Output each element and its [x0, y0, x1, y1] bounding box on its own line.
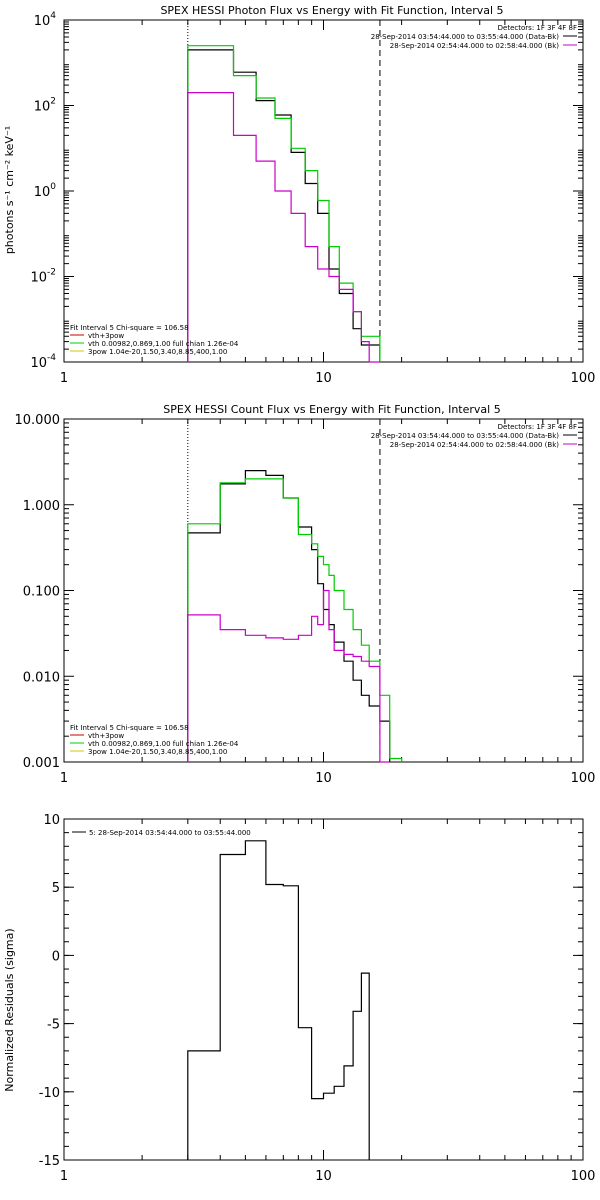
photon-y-tick-label: 102: [34, 97, 56, 115]
count-flux-plot-area: 1 10 100 0.001 0.010 0.100 1.000 10.000 Detector…: [15, 413, 596, 786]
resid-y-tick-label: 0: [52, 949, 60, 964]
resid-y-tick-label: -5: [47, 1018, 60, 1033]
count-flux-title: SPEX HESSI Count Flux vs Energy with Fit…: [163, 403, 500, 416]
photon-x-tick-label: 10: [315, 371, 332, 386]
count-fit-legend-entry: vth 0.00982,0.869,1.00 full chian 1.26e-…: [88, 740, 239, 748]
count-x-tick-label: 10: [315, 771, 332, 786]
resid-x-tick-label: 10: [315, 1169, 332, 1184]
count-flux-panel: SPEX HESSI Count Flux vs Energy with Fit…: [15, 403, 596, 786]
count-y-tick-label: 0.100: [23, 585, 60, 600]
resid-y-tick-label: 10: [43, 813, 60, 828]
count-y-tick-label: 1.000: [23, 499, 60, 514]
residuals-ylabel: Normalized Residuals (sigma): [3, 928, 16, 1091]
photon-y-tick-label: 104: [34, 11, 57, 29]
photon-legend-title: Detectors: 1F 3F 4F 8F: [498, 24, 577, 32]
residuals-panel: Normalized Residuals (sigma) 1 10 100-15-1…: [3, 813, 595, 1184]
photon-flux-plot-area: 1 10 100 10-4 10-2 100 102 104 Detectors: 1F 3F …: [30, 11, 595, 386]
count-legend-entry: 28-Sep-2014 02:54:44.000 to 02:58:44.000…: [390, 441, 560, 449]
photon-legend-entry: 28-Sep-2014 02:54:44.000 to 02:58:44.000…: [390, 42, 560, 50]
photon-y-tick-label: 10-4: [30, 353, 56, 371]
resid-y-tick-label: 5: [52, 881, 60, 896]
count-series-vth-3pow: [187, 478, 403, 762]
resid-series-0: [187, 840, 370, 1160]
photon-x-tick-label: 100: [571, 371, 596, 386]
photon-fit-legend-entry: vth+3pow: [88, 332, 124, 340]
photon-y-tick-label: 10-2: [30, 268, 56, 286]
resid-x-tick-label: 1: [60, 1169, 68, 1184]
resid-legend-entry: 5: 28-Sep-2014 03:54:44.000 to 03:55:44.…: [89, 829, 251, 837]
photon-series-bk: [187, 92, 380, 363]
count-x-tick-label: 1: [60, 771, 68, 786]
resid-y-tick-label: -15: [39, 1154, 60, 1169]
count-y-tick-label: 0.010: [23, 670, 60, 685]
photon-fit-legend-entry: vth 0.00982,0.869,1.00 full chian 1.26e-…: [88, 340, 239, 348]
photon-y-tick-label: 100: [34, 182, 57, 200]
photon-legend-entry: 28-Sep-2014 03:54:44.000 to 03:55:44.000…: [371, 33, 560, 41]
count-legend-entry: 28-Sep-2014 03:54:44.000 to 03:55:44.000…: [371, 432, 560, 440]
resid-x-tick-label: 100: [571, 1169, 596, 1184]
count-y-tick-label: 10.000: [15, 413, 61, 428]
count-x-tick-label: 100: [571, 771, 596, 786]
count-series-bk: [187, 589, 390, 763]
photon-fit-legend-entry: Fit Interval 5 Chi-square = 106.58: [70, 324, 189, 332]
count-fit-legend-entry: Fit Interval 5 Chi-square = 106.58: [70, 724, 189, 732]
photon-flux-title: SPEX HESSI Photon Flux vs Energy with Fi…: [160, 4, 503, 17]
photon-x-tick-label: 1: [60, 371, 68, 386]
photon-flux-panel: SPEX HESSI Photon Flux vs Energy with Fi…: [3, 4, 595, 386]
resid-y-tick-label: -10: [39, 1086, 60, 1101]
count-fit-legend-entry: 3pow 1.04e-20,1.50,3.40,8.85,400,1.00: [88, 748, 227, 756]
count-fit-legend-entry: vth+3pow: [88, 732, 124, 740]
photon-flux-ylabel: photons s⁻¹ cm⁻² keV⁻¹: [3, 126, 16, 254]
count-legend-title: Detectors: 1F 3F 4F 8F: [498, 423, 577, 431]
count-y-tick-label: 0.001: [23, 756, 60, 771]
residuals-plot-area: 1 10 100 -15 -10 -5 0 5 10 5: 28-Sep-2014 03:54:4…: [39, 813, 596, 1184]
photon-fit-legend-entry: 3pow 1.04e-20,1.50,3.40,8.85,400,1.00: [88, 348, 227, 356]
